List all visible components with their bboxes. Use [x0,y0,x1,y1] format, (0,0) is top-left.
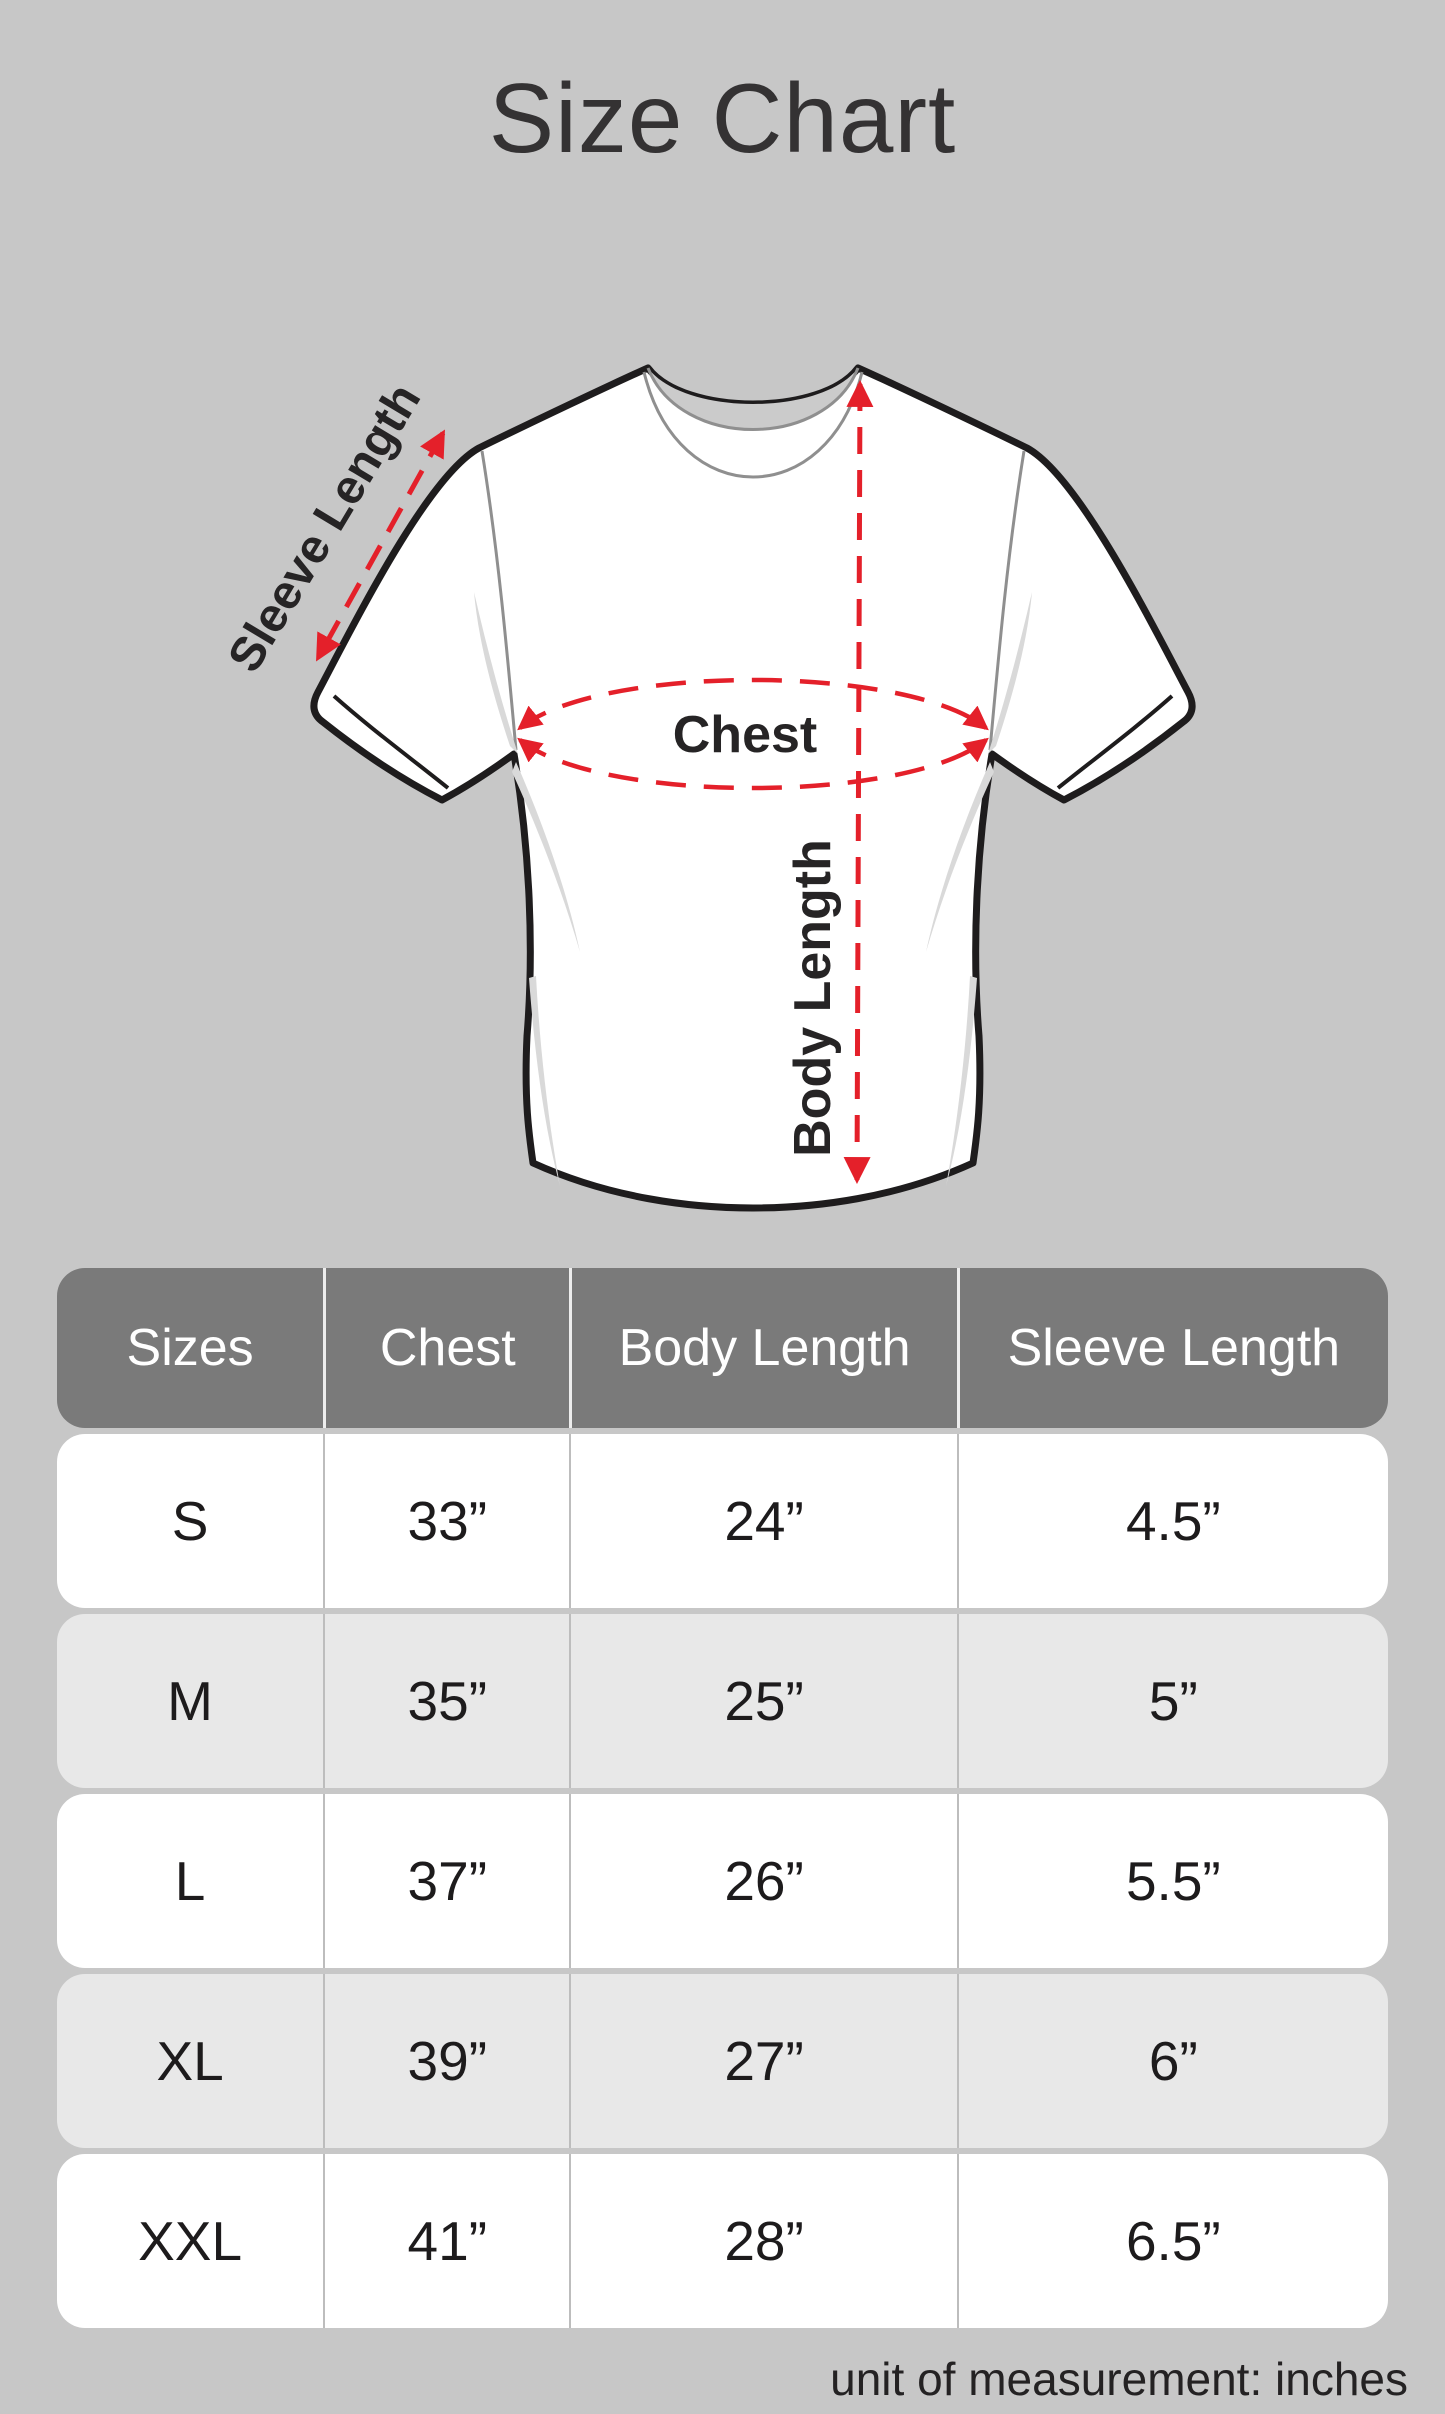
collar-band-top-seam [646,367,860,431]
sleeve-length-cell: 5.5” [956,1794,1388,1968]
chest-label: Chest [673,706,817,764]
chest-cell: 37” [323,1794,569,1968]
sleeve-length-cell: 6” [956,1974,1388,2148]
table-row-xxl: XXL 41” 28” 6.5” [57,2154,1388,2328]
chest-ellipse-bottom-arc [517,737,989,791]
collar-inner-shading [648,368,858,430]
sleeve-length-cell: 6.5” [956,2154,1388,2328]
chest-ellipse-top-arc [517,677,989,731]
table-row-l: L 37” 26” 5.5” [57,1794,1388,1968]
chest-cell: 39” [323,1974,569,2148]
column-header-body-length: Body Length [569,1268,956,1428]
left-shoulder-seam [480,450,518,751]
tshirt-measurement-diagram: Sleeve Length Chest Body Length [218,330,1230,1260]
size-cell: S [171,1490,209,1552]
column-header-sizes: Sizes [126,1319,254,1377]
body-length-cell: 24” [569,1434,956,1608]
size-table: Sizes Chest Body Length Sleeve Length S … [57,1268,1388,2328]
sleeve-length-cell: 4.5” [956,1434,1388,1608]
tshirt-illustration: Sleeve Length Chest Body Length [218,364,1196,1212]
sleeve-length-cell: 5” [956,1614,1388,1788]
size-cell: XL [156,2030,224,2092]
left-cuff-seam [332,694,450,790]
right-shoulder-seam [988,450,1026,751]
body-length-cell: 26” [569,1794,956,1968]
page-title: Size Chart [488,63,957,173]
table-row-s: S 33” 24” 4.5” [57,1434,1388,1608]
size-cell: XXL [138,2210,243,2272]
body-length-cell: 25” [569,1614,956,1788]
collar-band-bottom-seam [642,371,864,479]
chest-cell: 33” [323,1434,569,1608]
fabric-creases [474,592,1032,1186]
column-header-chest: Chest [323,1268,569,1428]
column-header-sleeve-length: Sleeve Length [956,1268,1388,1428]
table-header-row: Sizes Chest Body Length Sleeve Length [57,1268,1388,1428]
body-length-cell: 28” [569,2154,956,2328]
unit-of-measurement-note: unit of measurement: inches [830,2353,1408,2405]
size-cell: M [167,1670,213,1732]
body-length-cell: 27” [569,1974,956,2148]
chest-cell: 41” [323,2154,569,2328]
body-length-label: Body Length [784,839,842,1157]
table-row-m: M 35” 25” 5” [57,1614,1388,1788]
right-cuff-seam [1056,694,1174,790]
size-cell: L [174,1850,206,1912]
chest-cell: 35” [323,1614,569,1788]
table-row-xl: XL 39” 27” 6” [57,1974,1388,2148]
